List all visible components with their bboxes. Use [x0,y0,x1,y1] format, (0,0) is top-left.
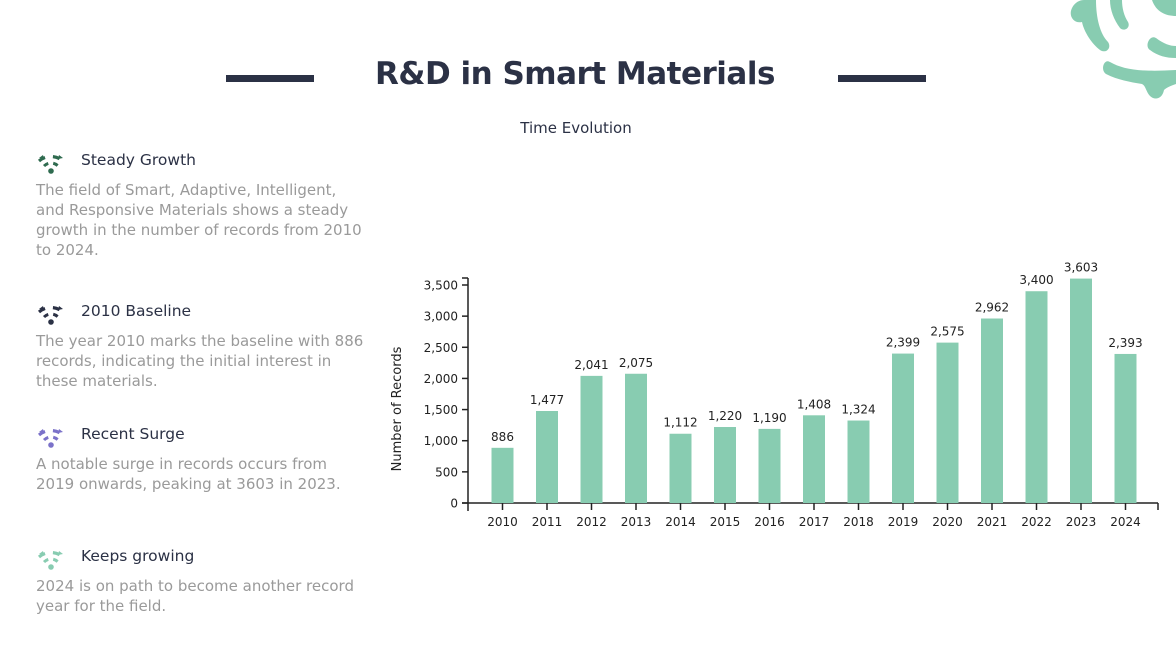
insight-steady-growth: Steady Growth The field of Smart, Adapti… [36,150,366,260]
y-tick-label: 0 [450,497,458,511]
bar [936,342,959,503]
insight-2010-baseline: 2010 Baseline The year 2010 marks the ba… [36,301,366,391]
y-tick-label: 3,500 [424,279,458,293]
insight-recent-surge: Recent Surge A notable surge in records … [36,424,366,494]
insight-title: Recent Surge [81,425,185,443]
bar [892,353,914,503]
data-label: 1,220 [708,409,742,423]
x-tick-label: 2021 [977,515,1008,529]
bar [491,447,514,503]
insight-text: The field of Smart, Adaptive, Intelligen… [36,181,362,259]
wifi-signal-icon [37,154,65,174]
data-labels: 886 1,477 2,041 2,075 1,112 1,220 1,190 1,408 1,… [491,261,1143,444]
bar [625,373,647,503]
title-row: R&D in Smart Materials [0,52,1152,102]
y-tick-label: 1,000 [424,434,458,448]
data-label: 2,962 [975,301,1009,315]
decorative-blob-icon [1070,0,1176,99]
x-tick-label: 2023 [1066,515,1097,529]
x-tick-label: 2012 [576,515,607,529]
insight-title: Keeps growing [81,547,195,565]
y-tick-label: 1,500 [424,403,458,417]
insight-keeps-growing: Keeps growing 2024 is on path to become … [36,546,366,616]
insight-title: Steady Growth [81,151,196,169]
bar [669,433,692,503]
wifi-signal-icon [37,428,65,448]
x-axis: 2010 2011 2012 2013 2014 2015 2016 2017 2018 2019… [462,502,1159,529]
wifi-signal-icon [37,305,65,325]
data-label: 2,075 [619,356,653,370]
bar [758,428,781,503]
data-label: 2,399 [886,336,920,350]
bar [714,427,736,503]
data-label: 2,575 [930,325,964,339]
bar [981,318,1003,503]
data-label: 2,393 [1108,336,1142,350]
y-tick-label: 2,500 [424,341,458,355]
page-title: R&D in Smart Materials [375,56,775,92]
x-tick-label: 2018 [843,515,874,529]
data-label: 1,190 [752,411,786,425]
insight-text: A notable surge in records occurs from 2… [36,455,341,493]
x-tick-label: 2017 [799,515,830,529]
y-axis-label: Number of Records [390,346,405,471]
y-tick-label: 500 [435,465,458,479]
x-tick-label: 2011 [532,515,563,529]
insight-text: The year 2010 marks the baseline with 88… [36,332,364,390]
data-label: 3,603 [1064,261,1098,275]
chart-title: Time Evolution [520,119,632,137]
x-tick-label: 2019 [888,515,919,529]
y-axis: 0 500 1,000 1,500 2,000 2,500 3,000 3,500 [424,277,469,511]
bar [536,411,558,503]
bar-chart: Number of Records 0 500 1,000 1,500 2,000 2,5… [390,261,1159,529]
y-tick-label: 3,000 [424,310,458,324]
insight-text: 2024 is on path to become another record… [36,577,354,615]
x-tick-label: 2024 [1110,515,1141,529]
wifi-signal-icon [37,550,65,570]
bar [580,375,603,503]
title-decoration-bar-right [838,75,926,82]
title-decoration-bar-left [226,75,314,82]
bars [491,278,1137,503]
data-label: 1,477 [530,393,564,407]
data-label: 886 [491,430,514,444]
x-tick-label: 2016 [754,515,785,529]
bar [1070,278,1092,503]
bar [1025,291,1048,503]
data-label: 1,324 [841,403,875,417]
data-label: 1,112 [663,416,697,430]
x-tick-label: 2013 [621,515,652,529]
data-label: 3,400 [1019,273,1053,287]
x-tick-label: 2020 [932,515,963,529]
insight-title: 2010 Baseline [81,302,192,320]
x-tick-label: 2022 [1021,515,1052,529]
bar [847,420,870,503]
bar [1114,353,1137,503]
x-tick-label: 2015 [710,515,741,529]
x-tick-label: 2010 [487,515,518,529]
y-tick-label: 2,000 [424,372,458,386]
data-label: 2,041 [574,358,608,372]
bar [803,415,825,503]
x-tick-label: 2014 [665,515,696,529]
data-label: 1,408 [797,397,831,411]
